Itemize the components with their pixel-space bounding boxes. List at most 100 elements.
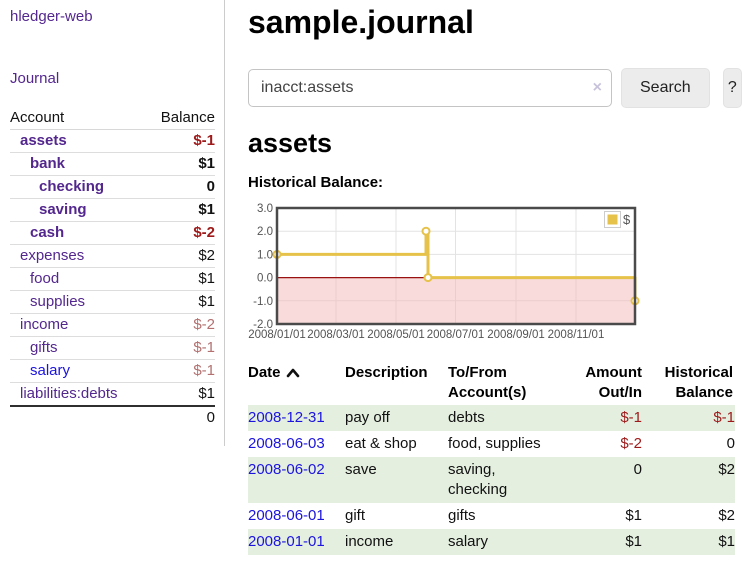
- account-link-gifts[interactable]: gifts: [30, 339, 58, 356]
- svg-text:-2.0: -2.0: [253, 319, 273, 331]
- account-link-cash[interactable]: cash: [30, 224, 65, 241]
- account-balance: $-1: [193, 132, 215, 149]
- account-link-saving[interactable]: saving: [39, 201, 87, 218]
- accounts-cell: salary: [448, 533, 489, 550]
- accounts-cell: saving, checking: [448, 461, 508, 498]
- account-balance: $-2: [193, 316, 215, 333]
- account-link-supplies[interactable]: supplies: [30, 293, 86, 310]
- account-row: checking 0: [10, 176, 215, 199]
- sidebar: hledger-web Journal Account Balance asse…: [0, 0, 225, 446]
- account-row: food $1: [10, 268, 215, 291]
- svg-text:1.0: 1.0: [257, 249, 273, 261]
- search-button[interactable]: Search: [621, 68, 710, 108]
- account-balance: $1: [198, 293, 215, 310]
- plot-border: [275, 206, 637, 326]
- svg-text:0.0: 0.0: [257, 273, 273, 285]
- account-link-bank[interactable]: bank: [30, 155, 66, 172]
- account-link-expenses[interactable]: expenses: [20, 247, 85, 264]
- description-cell: save: [345, 461, 377, 478]
- sort-asc-icon: [286, 364, 300, 384]
- amount-cell: $1: [625, 533, 642, 550]
- balance-cell: $2: [718, 507, 735, 524]
- date-link[interactable]: 2008-06-03: [248, 435, 325, 452]
- account-link-food[interactable]: food: [30, 270, 60, 287]
- account-row: expenses $2: [10, 245, 215, 268]
- account-link-assets[interactable]: assets: [20, 132, 67, 149]
- svg-text:2008/05/01: 2008/05/01: [367, 329, 425, 341]
- accounts-cell: gifts: [448, 507, 476, 524]
- balance-cell: 0: [726, 435, 735, 452]
- amount-cell: $1: [625, 507, 642, 524]
- register-row: 2008-12-31 pay off debts $-1 $-1: [248, 405, 735, 431]
- app-brand-link[interactable]: hledger-web: [10, 8, 93, 25]
- col-header-date[interactable]: Date: [248, 362, 345, 405]
- account-row: gifts $-1: [10, 337, 215, 360]
- date-link[interactable]: 2008-12-31: [248, 409, 325, 426]
- search-input[interactable]: [248, 69, 612, 107]
- svg-text:-1.0: -1.0: [253, 296, 273, 308]
- account-balance: $1: [198, 155, 215, 172]
- account-link-liabilities-debts[interactable]: liabilities:debts: [20, 385, 118, 402]
- help-button[interactable]: ?: [722, 68, 742, 108]
- amount-cell: 0: [633, 461, 642, 478]
- legend-label: $: [623, 212, 631, 227]
- account-row: salary $-1: [10, 360, 215, 383]
- account-link-salary[interactable]: salary: [30, 362, 71, 379]
- x-axis-labels: 2008/01/01 2008/03/01 2008/05/01 2008/07…: [248, 329, 604, 341]
- date-link[interactable]: 2008-06-02: [248, 461, 325, 478]
- svg-text:2008/03/01: 2008/03/01: [307, 329, 365, 341]
- accounts-cell: debts: [448, 409, 485, 426]
- description-cell: pay off: [345, 409, 390, 426]
- account-balance: $1: [198, 201, 215, 218]
- negative-region: [277, 277, 635, 324]
- page-title: sample.journal: [248, 4, 474, 40]
- description-cell: eat & shop: [345, 435, 417, 452]
- legend-swatch: [607, 214, 618, 225]
- account-balance: $-1: [193, 339, 215, 356]
- svg-text:2008/01/01: 2008/01/01: [248, 329, 306, 341]
- account-balance: $-1: [193, 362, 215, 379]
- account-balance: $-2: [193, 224, 215, 241]
- account-row: assets $-1: [10, 130, 215, 153]
- account-row: bank $1: [10, 153, 215, 176]
- account-heading: assets: [248, 128, 333, 158]
- chart-canvas: $ 3.0 2.0 1.0 0.0 -1.0 -2.0 2008/01/01 2…: [248, 203, 640, 341]
- amount-cell: $-1: [620, 409, 642, 426]
- account-row: income $-2: [10, 314, 215, 337]
- account-row: saving $1: [10, 199, 215, 222]
- sidebar-item-journal[interactable]: Journal: [10, 70, 60, 87]
- register-table: Date Description To/From Account(s) Amou…: [248, 362, 735, 555]
- svg-text:2008/07/01: 2008/07/01: [427, 329, 485, 341]
- balance-cell: $1: [718, 533, 735, 550]
- clear-search-icon[interactable]: ×: [592, 79, 602, 96]
- accounts-total-value: 0: [206, 409, 215, 426]
- col-header-amount: Amount Out/In: [585, 364, 642, 401]
- date-link[interactable]: 2008-01-01: [248, 533, 325, 550]
- account-balance: $2: [198, 247, 215, 264]
- col-header-date-label: Date: [248, 364, 281, 381]
- date-link[interactable]: 2008-06-01: [248, 507, 325, 524]
- accounts-table-header: Account Balance: [10, 106, 215, 130]
- search-input-wrap: ×: [248, 69, 612, 107]
- register-row: 2008-06-01 gift gifts $1 $2: [248, 503, 735, 529]
- account-row: supplies $1: [10, 291, 215, 314]
- balance-cell: $2: [718, 461, 735, 478]
- main-content: sample.journal × Search ? assets Histori…: [248, 0, 742, 555]
- balance-cell: $-1: [713, 409, 735, 426]
- accounts-cell: food, supplies: [448, 435, 541, 452]
- account-link-checking[interactable]: checking: [39, 178, 105, 195]
- accounts-total-row: 0: [10, 405, 215, 428]
- chart-legend: $: [604, 211, 631, 228]
- account-row: cash $-2: [10, 222, 215, 245]
- account-link-income[interactable]: income: [20, 316, 69, 333]
- svg-text:2008/09/01: 2008/09/01: [487, 329, 545, 341]
- col-header-description: Description: [345, 364, 428, 381]
- col-header-accounts: To/From Account(s): [448, 364, 527, 401]
- register-row: 2008-06-03 eat & shop food, supplies $-2…: [248, 431, 735, 457]
- register-header-row: Date Description To/From Account(s) Amou…: [248, 362, 735, 405]
- svg-text:3.0: 3.0: [257, 203, 273, 215]
- amount-cell: $-2: [620, 435, 642, 452]
- account-balance: $1: [198, 270, 215, 287]
- account-balance: 0: [206, 178, 215, 195]
- account-balance: $1: [198, 385, 215, 402]
